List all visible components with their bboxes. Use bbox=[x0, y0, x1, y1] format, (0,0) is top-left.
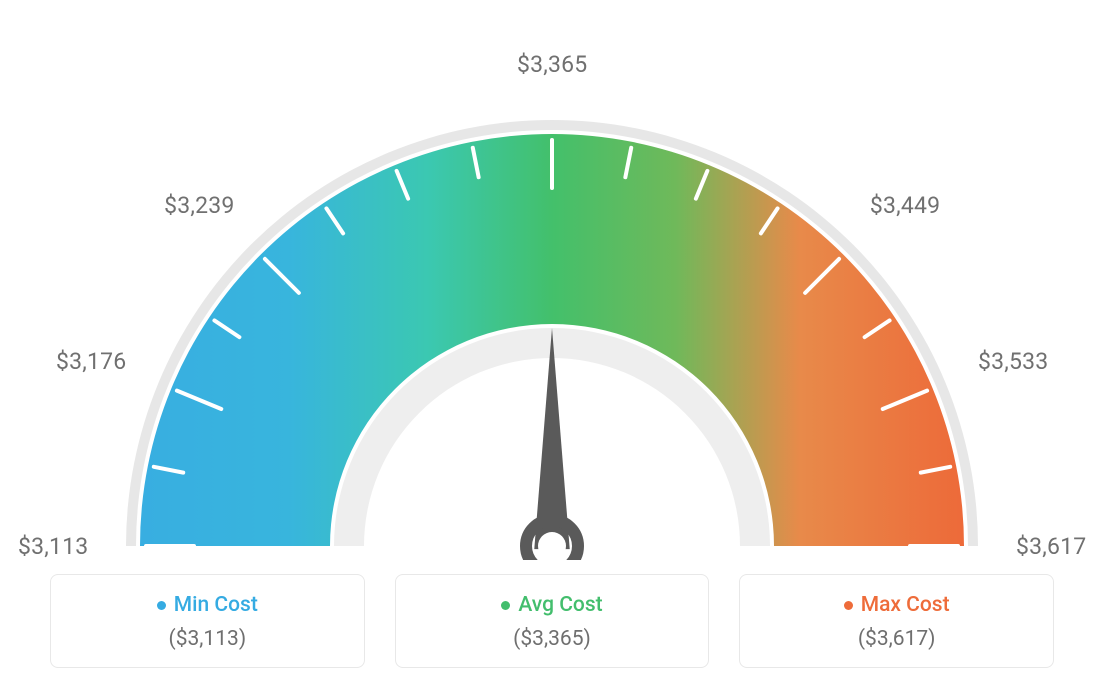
legend-dot-icon bbox=[157, 601, 166, 610]
legend-title-avg: Avg Cost bbox=[501, 593, 602, 617]
legend-card-avg: Avg Cost ($3,365) bbox=[395, 574, 710, 668]
legend-title-max: Max Cost bbox=[844, 593, 950, 617]
gauge-tick-label: $3,176 bbox=[56, 348, 126, 375]
legend-title-text: Avg Cost bbox=[518, 593, 602, 617]
legend-value-min: ($3,113) bbox=[169, 627, 247, 651]
gauge-tick-label: $3,449 bbox=[870, 192, 940, 219]
gauge-tick-label: $3,365 bbox=[517, 51, 587, 78]
gauge-tick-label: $3,533 bbox=[978, 348, 1048, 375]
legend-value-max: ($3,617) bbox=[858, 627, 936, 651]
legend-dot-icon bbox=[844, 601, 853, 610]
legend-value-avg: ($3,365) bbox=[513, 627, 591, 651]
legend-dot-icon bbox=[501, 601, 510, 610]
legend-card-min: Min Cost ($3,113) bbox=[50, 574, 365, 668]
legend-title-text: Max Cost bbox=[861, 593, 950, 617]
cost-gauge: $3,113 $3,176 $3,239 $3,365 $3,449 $3,533 $3,6… bbox=[0, 0, 1104, 560]
legend-row: Min Cost ($3,113) Avg Cost ($3,365) Max Cost… bbox=[50, 574, 1054, 668]
legend-title-text: Min Cost bbox=[174, 593, 258, 617]
gauge-svg bbox=[0, 0, 1104, 560]
gauge-tick-label: $3,239 bbox=[164, 192, 234, 219]
gauge-tick-label: $3,113 bbox=[18, 533, 88, 560]
legend-title-min: Min Cost bbox=[157, 593, 258, 617]
legend-card-max: Max Cost ($3,617) bbox=[739, 574, 1054, 668]
gauge-tick-label: $3,617 bbox=[1016, 533, 1086, 560]
